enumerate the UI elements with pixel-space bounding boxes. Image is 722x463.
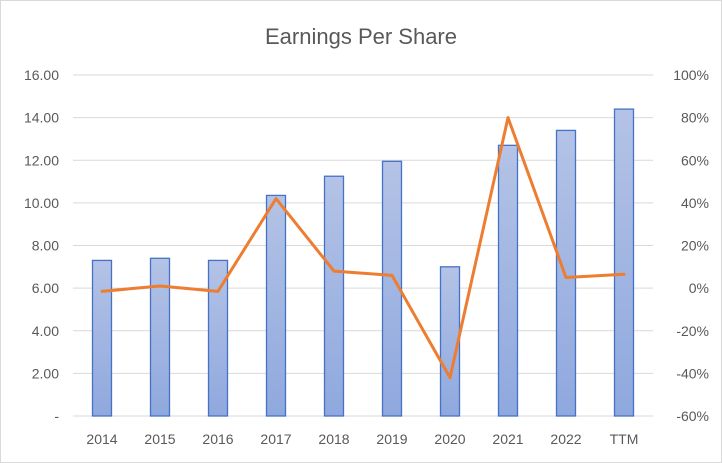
x-tick-label: 2016 [202,431,233,447]
eps-bar [381,160,403,417]
eps-bar [613,108,635,417]
chart-title: Earnings Per Share [265,24,457,49]
right-tick-label: 80% [681,110,709,126]
right-tick-label: 100% [673,67,709,83]
eps-bar [497,144,519,417]
left-tick-label: 16.00 [24,67,59,83]
left-y-axis: - 2.00 4.00 6.00 8.00 10.00 12.00 14.00 16.00 [24,67,59,424]
left-tick-label: 10.00 [24,195,59,211]
eps-bar [265,194,287,417]
left-tick-label: - [54,408,59,424]
growth-line [100,116,626,380]
x-tick-label: 2020 [434,431,465,447]
x-tick-label: TTM [610,431,639,447]
x-tick-label: 2021 [492,431,523,447]
right-tick-label: 40% [681,195,709,211]
right-tick-label: 20% [681,238,709,254]
eps-bar [207,259,229,417]
left-tick-label: 4.00 [32,323,59,339]
x-tick-label: 2015 [144,431,175,447]
left-tick-label: 8.00 [32,238,59,254]
right-tick-label: -20% [676,323,709,339]
bar-series [91,108,635,417]
x-tick-label: 2014 [86,431,117,447]
left-tick-label: 2.00 [32,365,59,381]
eps-bar [91,259,113,417]
x-axis: 2014 2015 2016 2017 2018 2019 2020 2021 2022 TTM [86,431,638,447]
right-tick-label: -60% [676,408,709,424]
right-tick-label: 60% [681,152,709,168]
x-tick-label: 2018 [318,431,349,447]
line-series [100,116,626,380]
left-tick-label: 6.00 [32,280,59,296]
x-tick-label: 2022 [550,431,581,447]
right-tick-label: 0% [689,280,709,296]
x-tick-label: 2019 [376,431,407,447]
right-tick-label: -40% [676,365,709,381]
left-tick-label: 12.00 [24,152,59,168]
left-tick-label: 14.00 [24,110,59,126]
right-y-axis: -60% -40% -20% 0% 20% 40% 60% 80% 100% [673,67,709,424]
eps-bar [149,257,171,417]
eps-bar [323,175,345,417]
x-tick-label: 2017 [260,431,291,447]
